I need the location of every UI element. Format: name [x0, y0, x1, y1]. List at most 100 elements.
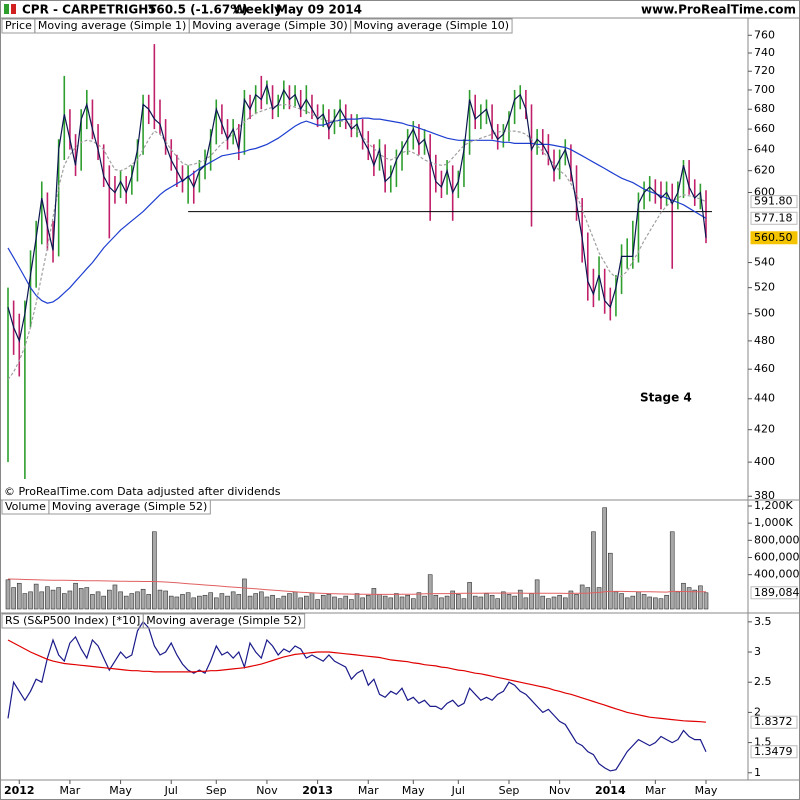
volume-bar — [450, 590, 455, 610]
volume-bar — [95, 591, 101, 610]
x-tick-label: Mar — [358, 784, 379, 797]
volume-bar — [292, 591, 298, 610]
volume-bar — [56, 587, 61, 610]
volume-bar — [61, 593, 67, 610]
volume-bar — [517, 589, 523, 610]
chart-title: CPR - CARPETRIGHT — [22, 3, 157, 17]
volume-bar — [180, 594, 185, 610]
volume-bar — [703, 592, 709, 610]
y-tick-label: 1,200K — [754, 499, 793, 512]
quote: 560.5 (-1.67%) — [148, 3, 248, 17]
y-tick-label: 480 — [754, 334, 775, 347]
volume-bar — [461, 598, 467, 610]
volume-bar — [225, 595, 230, 610]
value-label: 1.3479 — [754, 745, 793, 758]
volume-bar — [405, 594, 410, 610]
volume-bar — [349, 599, 354, 610]
volume-bar — [591, 531, 596, 610]
volume-bar — [551, 596, 557, 610]
period: Weekly — [233, 3, 282, 17]
volume-bar — [540, 595, 546, 610]
y-tick-label: 700 — [754, 83, 775, 96]
logo-down — [11, 4, 16, 14]
y-tick-label: 720 — [754, 64, 775, 77]
volume-bar — [371, 588, 377, 610]
x-tick-label: 2014 — [595, 784, 626, 797]
series-line — [7, 620, 707, 772]
volume-bar — [456, 594, 461, 610]
volume-bar — [354, 593, 360, 610]
legend-entry: Moving average (Simple 1) — [38, 19, 186, 32]
volume-bar — [28, 591, 33, 610]
volume-bar — [242, 578, 247, 610]
volume-bar — [33, 583, 39, 610]
volume-bar — [658, 598, 664, 610]
y-tick-label: 620 — [754, 164, 775, 177]
legend-box — [350, 18, 513, 34]
volume-bar — [118, 591, 123, 610]
volume-bar — [259, 591, 264, 610]
volume-bar — [304, 595, 309, 610]
volume-bar — [698, 585, 703, 610]
x-tick-label: May — [695, 784, 718, 797]
volume-bar — [416, 592, 422, 610]
volume-bar — [681, 582, 686, 610]
volume-bar — [512, 595, 517, 610]
y-tick-label: 400,000 — [754, 568, 800, 581]
volume-bar — [562, 597, 568, 610]
volume-bar — [613, 591, 619, 610]
y-tick-label: 400 — [754, 455, 775, 468]
volume-bar — [394, 593, 399, 610]
volume-bar — [686, 587, 692, 610]
volume-bar — [185, 592, 191, 610]
y-tick-label: 660 — [754, 122, 775, 135]
volume-bar — [315, 599, 320, 610]
y-tick-label: 3.5 — [754, 615, 772, 628]
value-box — [750, 745, 798, 759]
volume-bar — [585, 587, 591, 610]
volume-bar — [422, 595, 427, 610]
legend-box — [142, 613, 306, 629]
volume-bar — [444, 595, 450, 610]
volume-bar — [168, 595, 174, 610]
x-tick-label: 2012 — [4, 784, 35, 797]
volume-bar — [253, 593, 258, 610]
volume-bar — [247, 595, 253, 610]
volume-bar — [534, 579, 540, 610]
volume-bar — [298, 597, 304, 610]
volume-bar — [675, 591, 681, 610]
x-tick-label: Mar — [645, 784, 666, 797]
volume-bar — [377, 594, 382, 610]
volume-bar — [427, 574, 433, 610]
volume-bar — [332, 596, 337, 610]
y-tick-label: 740 — [754, 46, 775, 59]
volume-bar — [579, 584, 585, 610]
x-tick-label: 2013 — [302, 784, 333, 797]
x-tick-label: Nov — [549, 784, 571, 797]
x-tick-label: May — [109, 784, 132, 797]
series-line — [7, 83, 707, 343]
legend-entry: Moving average (Simple 10) — [354, 19, 509, 32]
y-tick-label: 420 — [754, 423, 775, 436]
y-tick-label: 520 — [754, 281, 775, 294]
volume-bar — [399, 596, 405, 610]
x-tick-label: May — [402, 784, 425, 797]
legend-entry: Price — [5, 19, 32, 32]
volume-bar — [197, 595, 202, 610]
x-tick-label: Jul — [451, 784, 465, 797]
volume-bar — [230, 591, 236, 610]
volume-bar — [275, 598, 281, 610]
volume-bar — [641, 594, 647, 610]
volume-bar — [281, 595, 287, 610]
volume-bar — [495, 598, 501, 610]
volume-bar — [433, 594, 439, 610]
volume-bar — [78, 588, 84, 610]
y-tick-label: 460 — [754, 362, 775, 375]
volume-bar — [270, 594, 275, 610]
volume-bar — [439, 597, 444, 610]
y-tick-label: 380 — [754, 489, 775, 502]
volume-bar — [22, 593, 28, 610]
volume-bar — [568, 590, 574, 610]
volume-bar — [619, 593, 624, 610]
volume-bar — [557, 594, 562, 610]
